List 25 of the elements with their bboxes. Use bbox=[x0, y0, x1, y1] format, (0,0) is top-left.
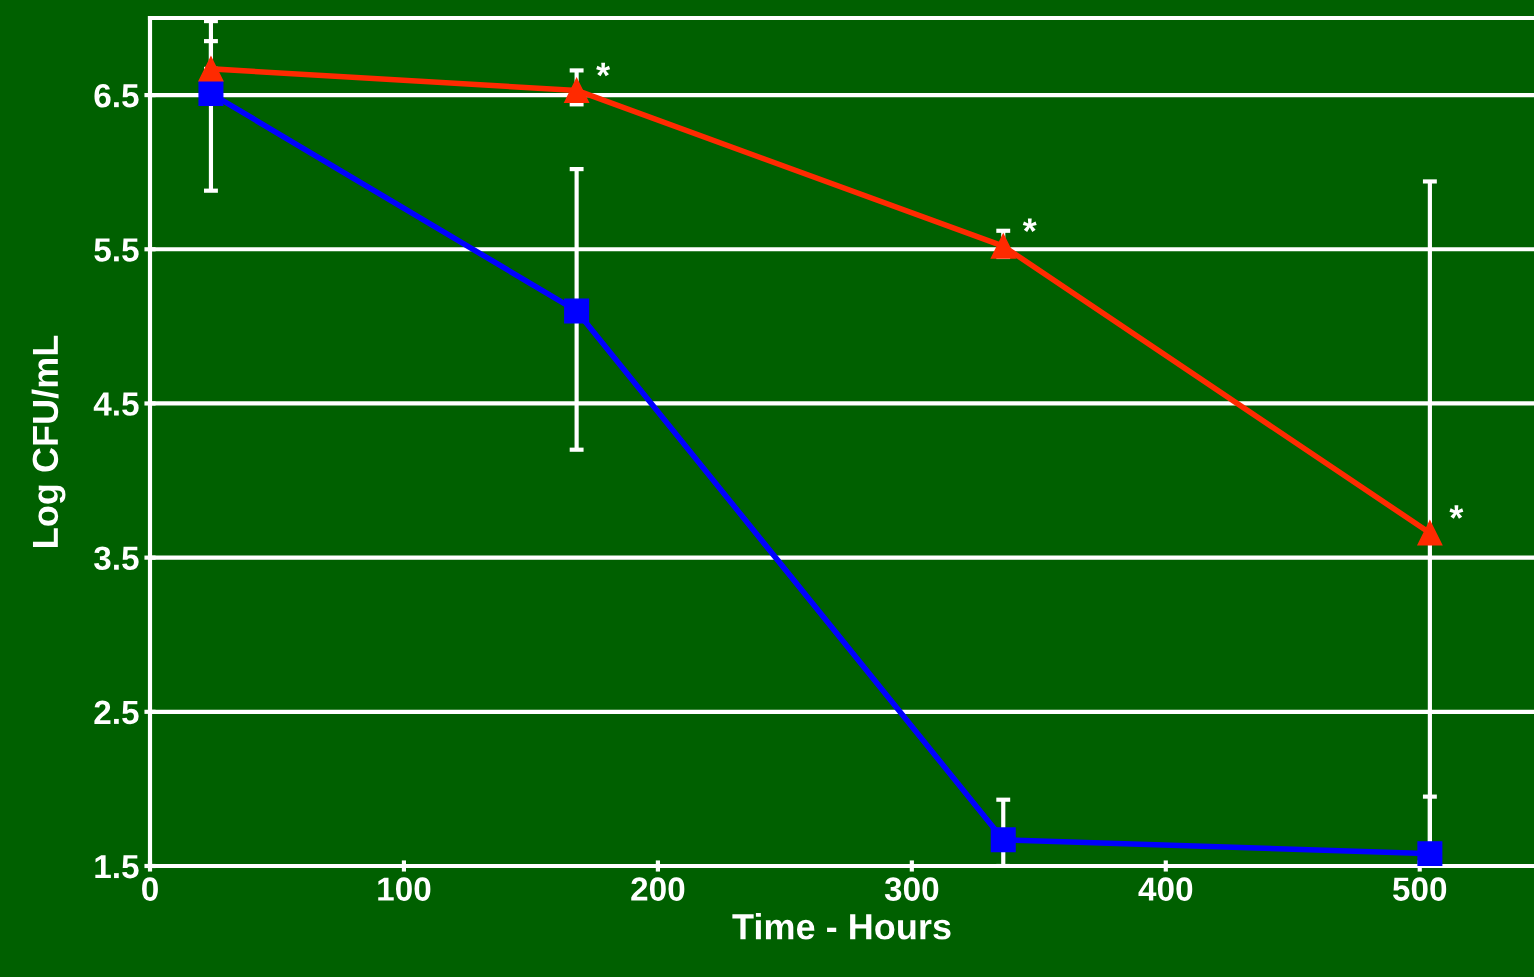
x-tick-label: 400 bbox=[1138, 877, 1193, 901]
y-tick-label: 1.5 bbox=[95, 855, 139, 879]
x-tick-label: 300 bbox=[884, 877, 939, 901]
point bbox=[564, 77, 590, 103]
annotation: * bbox=[596, 62, 611, 77]
annotation: * bbox=[1449, 505, 1464, 519]
point bbox=[990, 233, 1016, 259]
point bbox=[198, 81, 224, 107]
x-tick-label: 200 bbox=[631, 877, 685, 901]
y-tick-label: 4.5 bbox=[93, 392, 139, 416]
point bbox=[1417, 841, 1443, 866]
y-tick-label: 3.5 bbox=[94, 546, 139, 571]
point bbox=[564, 298, 590, 324]
x-tick-label: 500 bbox=[1392, 877, 1447, 901]
point bbox=[1417, 520, 1443, 546]
y-tick-label: 2.5 bbox=[94, 700, 139, 725]
x-tick-label: 0 bbox=[142, 877, 158, 901]
annotation: * bbox=[1022, 218, 1037, 232]
y-tick-label: 6.5 bbox=[94, 83, 139, 108]
point bbox=[990, 827, 1016, 853]
y-axis-title: Log CFU/mL bbox=[31, 335, 66, 547]
x-tick-label: 100 bbox=[378, 877, 431, 901]
point bbox=[198, 56, 224, 82]
x-axis-title: Time - Hours bbox=[732, 913, 951, 940]
y-tick-label: 5.5 bbox=[94, 238, 139, 262]
